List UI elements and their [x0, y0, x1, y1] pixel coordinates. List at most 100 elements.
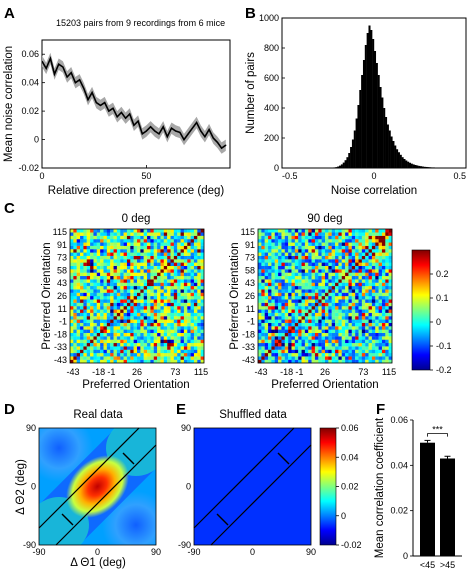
panel-b-hist-bar	[381, 97, 384, 168]
panel-a-point	[204, 136, 206, 138]
panel-a-point	[91, 92, 93, 94]
panel-c-ytick-label: 58	[245, 265, 255, 275]
panel-d-ytick-label: -90	[23, 540, 36, 550]
panel-a-point	[108, 110, 110, 112]
panel-b-ytick-label: 800	[264, 43, 279, 53]
panel-a-point	[137, 120, 139, 122]
panel-f-xtick-label: >45	[440, 560, 455, 570]
panel-b-hist-bar	[396, 149, 399, 168]
panel-a-point	[208, 129, 210, 131]
panel-a-point	[200, 130, 202, 132]
panel-c-ytick-label: -33	[242, 342, 255, 352]
panel-a-ytick-label: 0.04	[21, 78, 39, 88]
panel-a-point	[125, 117, 127, 119]
panel-e-marker-upper	[277, 452, 290, 465]
panel-b-hist-bar	[335, 167, 338, 168]
panel-b-hist-bar	[362, 60, 365, 168]
panel-a-point	[87, 99, 89, 101]
panel-e-label: E	[176, 401, 186, 418]
panel-b-hist-bar	[355, 118, 358, 168]
panel-d-ylabel: Δ Θ2 (deg)	[15, 459, 27, 515]
panel-b-hist-bar	[364, 45, 367, 168]
panel-f: F <45 >45 *** 0 0.02 0.04 0.06 Mean correlati…	[374, 401, 462, 570]
panel-a-point	[66, 76, 68, 78]
panel-b-hist-bar	[333, 167, 336, 168]
panel-b-hist-bar	[403, 159, 406, 168]
panel-b-hist-bar	[353, 130, 356, 168]
panel-a-point	[225, 144, 227, 146]
panel-a-point	[62, 66, 64, 68]
panel-c-xtick-label: 115	[382, 367, 396, 377]
panel-a-point	[162, 126, 164, 128]
panel-a-label: A	[4, 5, 15, 22]
panel-a-point	[45, 67, 47, 69]
panel-f-ytick-label: 0	[403, 551, 408, 561]
panel-c-right-title: 90 deg	[307, 213, 342, 225]
panel-d-marker-lower	[61, 513, 74, 526]
panel-b-hist-bar	[416, 165, 419, 168]
panel-b-hist-bar	[339, 165, 342, 168]
panel-c-ytick-label: 73	[57, 253, 67, 263]
panel-de-cbar-label: 0.04	[341, 452, 359, 462]
panel-b-hist-bar	[414, 165, 417, 168]
panel-c-ytick-label: 115	[53, 227, 67, 237]
panel-f-ylabel: Mean correlation coefficient	[374, 417, 386, 558]
panel-b-hist-bar	[340, 164, 343, 168]
panel-b-hist-bar	[377, 75, 380, 168]
panel-b-ytick-label: 200	[264, 133, 279, 143]
panel-a-point	[196, 121, 198, 124]
panel-e-title: Shuffled data	[219, 409, 287, 421]
panel-b-hist-bar	[374, 51, 377, 168]
panel-b-hist-bar	[399, 154, 402, 168]
panel-c-cbar-label: -0.2	[436, 365, 452, 375]
panel-b-hist-bar	[351, 139, 354, 168]
panel-f-label: F	[376, 401, 385, 418]
panel-e: E Shuffled data -90 0 90 90 0 -90 0.06 0.04 0.0…	[176, 401, 362, 557]
panel-d-ytick-label: 90	[26, 423, 36, 433]
panel-c-ytick-label: 58	[57, 265, 67, 275]
heatmap-0deg	[70, 229, 205, 364]
panel-c-xtick-label: -43	[66, 367, 79, 377]
panel-a-point	[187, 133, 189, 135]
panel-a-point	[145, 130, 147, 132]
panel-c-ytick-label: -18	[54, 329, 67, 339]
panel-d-xtick-label: -90	[32, 547, 45, 557]
heatmap-0deg-border	[69, 228, 205, 364]
panel-b-hist-bar	[410, 163, 413, 168]
panel-a-point	[104, 102, 106, 104]
panel-a-xtick-label: 0	[39, 171, 44, 181]
panel-a-point	[79, 79, 81, 81]
panel-b-hist-bar	[368, 25, 371, 168]
panel-c-xtick-label: 73	[170, 367, 180, 377]
panel-b-hist-bar	[385, 117, 388, 168]
panel-c-xtick-label: -1	[295, 367, 303, 377]
panel-a-point	[74, 82, 76, 84]
panel-a-point	[129, 113, 131, 115]
panel-b-hist-bar	[342, 162, 345, 168]
panel-c-ytick-label: 26	[245, 291, 255, 301]
panel-b-label: B	[245, 5, 256, 22]
panel-e-xtick-label: 0	[250, 547, 255, 557]
panel-de-colorbar	[319, 427, 337, 546]
panel-a-point	[150, 126, 152, 128]
panel-a-xtick-label: 50	[141, 171, 151, 181]
panel-c-xtick-label: 73	[358, 367, 368, 377]
panel-b-hist-bar	[350, 147, 353, 168]
panel-a-point	[141, 133, 143, 135]
panel-c-xtick-label: -1	[107, 367, 115, 377]
panel-b-hist-bar	[348, 153, 351, 168]
panel-c-ytick-label: 91	[245, 240, 255, 250]
panel-de-cbar-label: -0.02	[341, 540, 362, 550]
panel-b-hist-bar	[407, 161, 410, 168]
panel-b-hist-bar	[388, 130, 391, 168]
panel-a-point	[154, 130, 156, 132]
panel-a-ytick-label: 0.06	[21, 49, 39, 59]
panel-a-point	[216, 141, 219, 143]
panel-c-cbar-label: -0.1	[436, 341, 452, 351]
panel-c-ytick-label: 11	[246, 304, 255, 314]
panel-b-hist-bar	[427, 167, 430, 168]
panel-c-cbar-label: 0.2	[436, 269, 449, 279]
panel-b-hist-bar	[344, 160, 347, 168]
panel-b-ytick-label: 1000	[259, 13, 279, 23]
panel-b-hist-bar	[379, 87, 382, 168]
